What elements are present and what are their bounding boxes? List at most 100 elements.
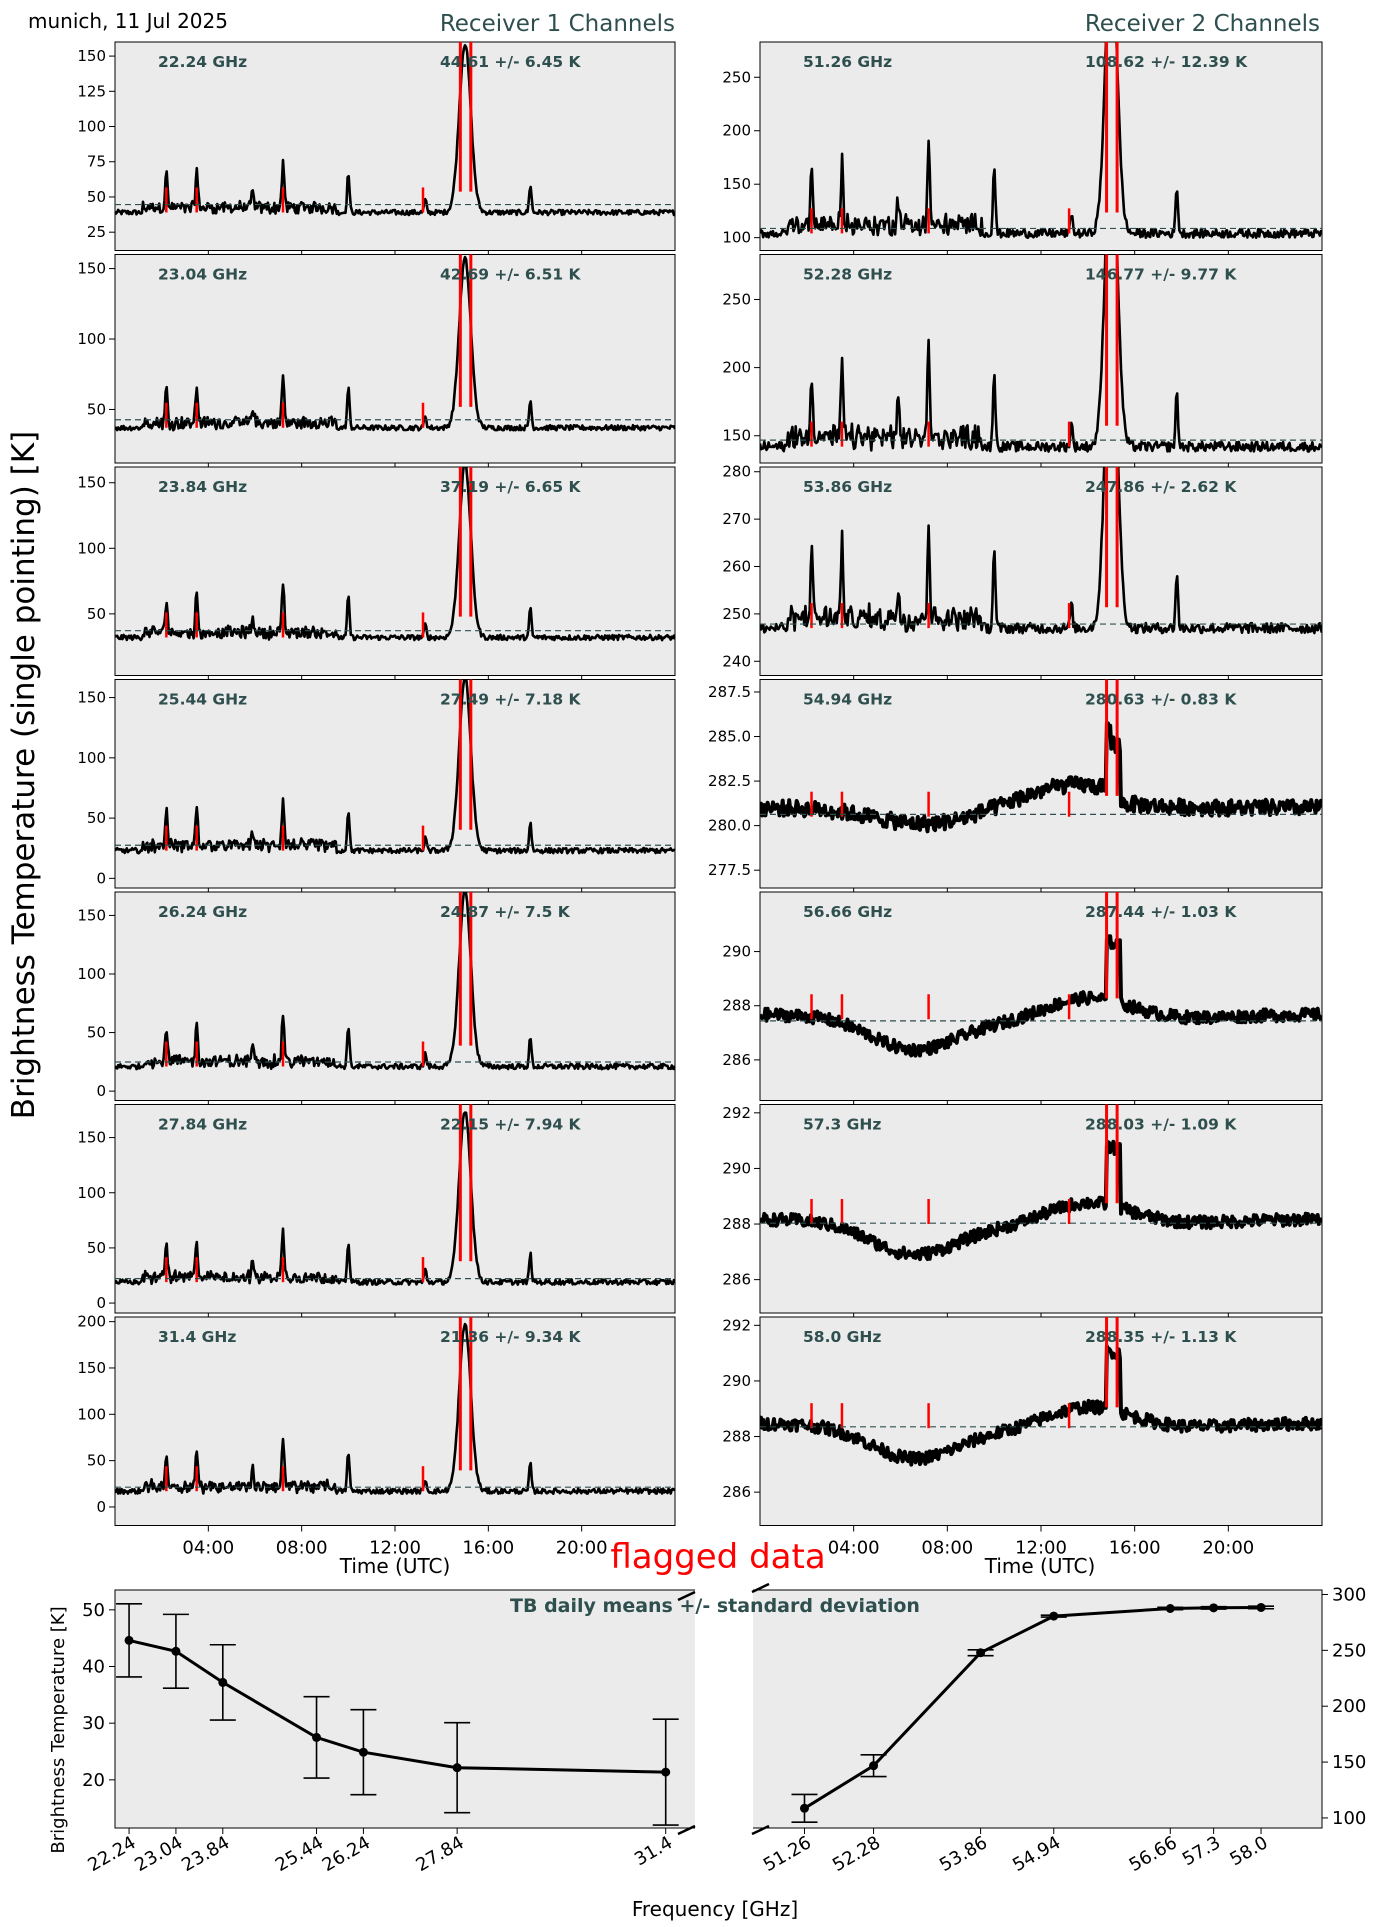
mean-point [799,1803,809,1813]
y-tick-label: 286 [722,1483,751,1501]
bottom-y-label: Brightness Temperature [K] [48,1606,69,1853]
y-tick-label: 280.0 [708,817,751,835]
y-tick-label: 292 [722,1316,751,1334]
time-tick-label: 08:00 [921,1538,973,1559]
y-tick-label: 50 [87,400,106,418]
tb-trace [760,1344,1322,1467]
panel-31-4-ghz: 0 50 100 150 200 31.4 GHz 21.36 +/- 9.34 K 04:0… [77,1313,676,1559]
y-tick-label: 150 [77,47,106,65]
time-tick-label: 20:00 [1202,1538,1254,1559]
y-tick-label: 290 [722,1372,751,1390]
y-tick-label: 100 [77,965,106,983]
panel-22-24-ghz: 25 50 75 100 125 150 22.24 GHz 44.61 +/- 6.45 K [77,41,676,257]
y-tick-label: 285.0 [708,728,751,746]
y-tick-label: 0 [96,1498,106,1516]
y-tick-label: 20 [82,1770,105,1791]
mean-point [218,1677,228,1687]
mean-point [1049,1611,1059,1621]
channel-frequency-label: 56.66 GHz [803,903,892,921]
y-tick-label: 150 [722,427,751,445]
panel-background [759,1104,1323,1314]
channel-stats-label: 280.63 +/- 0.83 K [1085,691,1237,709]
y-tick-label: 50 [87,809,106,827]
panel-background [114,1316,676,1526]
y-tick-label: 150 [77,689,106,707]
y-tick-label: 250 [1332,1640,1366,1661]
panel-background [759,466,1323,676]
frequency-tick-label: 53.86 [936,1832,991,1876]
channel-frequency-label: 27.84 GHz [158,1116,247,1134]
receiver2-title: Receiver 2 Channels [1085,11,1320,37]
y-tick-label: 0 [96,1082,106,1100]
mean-point [171,1646,181,1656]
y-tick-label: 286 [722,1051,751,1069]
tb-trace [115,1111,675,1286]
location-date: munich, 11 Jul 2025 [28,9,228,33]
channel-frequency-label: 54.94 GHz [803,691,892,709]
channel-stats-label: 21.36 +/- 9.34 K [440,1328,582,1346]
time-tick-label: 12:00 [1015,1538,1067,1559]
y-tick-label: 200 [722,359,751,377]
y-tick-label: 150 [722,175,751,193]
bottom-chart-title: TB daily means +/- standard deviation [510,1595,920,1617]
trace-group [760,254,1322,453]
channel-frequency-label: 31.4 GHz [158,1328,236,1346]
channel-stats-label: 146.77 +/- 9.77 K [1085,266,1237,284]
tb-trace [115,467,675,642]
y-tick-label: 100 [77,1405,106,1423]
mean-point [976,1648,986,1658]
panel-27-84-ghz: 0 50 100 150 27.84 GHz 22.15 +/- 7.94 K [77,1104,676,1319]
panel-23-04-ghz: 50 100 150 23.04 GHz 42.69 +/- 6.51 K [77,254,676,469]
channel-frequency-label: 25.44 GHz [158,691,247,709]
channel-frequency-label: 53.86 GHz [803,478,892,496]
mean-point [869,1761,879,1771]
time-tick-label: 16:00 [1109,1538,1161,1559]
tb-trace [760,254,1322,453]
panel-56-66-ghz: 286 288 290 56.66 GHz 287.44 +/- 1.03 K [722,891,1323,1107]
axis-break-mark [751,1582,770,1594]
tb-trace [115,255,675,432]
frequency-tick-label: 54.94 [1009,1832,1064,1876]
y-tick-label: 288 [722,1215,751,1233]
tb-trace [760,42,1322,239]
channel-stats-label: 42.69 +/- 6.51 K [440,266,582,284]
tb-trace [760,1139,1322,1262]
bottom-x-label: Frequency [GHz] [632,1897,798,1921]
y-tick-label: 290 [722,1159,751,1177]
receiver1-title: Receiver 1 Channels [440,11,675,37]
y-tick-label: 0 [96,1294,106,1312]
channel-stats-label: 247.86 +/- 2.62 K [1085,478,1237,496]
y-tick-label: 200 [722,122,751,140]
trace-group [760,1317,1322,1467]
y-tick-label: 75 [87,153,106,171]
tb-trace [760,467,1322,635]
panel-background [759,254,1323,464]
trace-group [115,1104,675,1286]
trace-group [760,42,1322,239]
channel-stats-label: 24.87 +/- 7.5 K [440,903,571,921]
mean-point [358,1747,368,1757]
y-tick-label: 150 [77,260,106,278]
time-tick-label: 08:00 [276,1538,328,1559]
mean-point [1256,1602,1266,1612]
y-tick-label: 100 [722,229,751,247]
y-tick-label: 150 [77,474,106,492]
tb-trace [115,892,675,1071]
y-tick-label: 287.5 [708,683,751,701]
frequency-tick-label: 31.4 [631,1832,676,1870]
y-tick-label: 0 [96,869,106,887]
panel-background [114,254,676,464]
y-axis-label: Brightness Temperature (single pointing)… [6,431,42,1119]
y-tick-label: 100 [77,539,106,557]
panel-53-86-ghz: 240 250 260 270 280 53.86 GHz 247.86 +/- 2.62 … [722,463,1323,682]
y-tick-label: 50 [87,1024,106,1042]
channel-frequency-label: 26.24 GHz [158,903,247,921]
panel-57-3-ghz: 286 288 290 292 57.3 GHz 288.03 +/- 1.09 K [722,1104,1323,1319]
panel-26-24-ghz: 0 50 100 150 26.24 GHz 24.87 +/- 7.5 K [77,891,676,1107]
time-tick-label: 12:00 [369,1538,421,1559]
trace-group [760,892,1322,1058]
frequency-tick-label: 51.26 [760,1832,815,1876]
y-tick-label: 250 [722,605,751,623]
